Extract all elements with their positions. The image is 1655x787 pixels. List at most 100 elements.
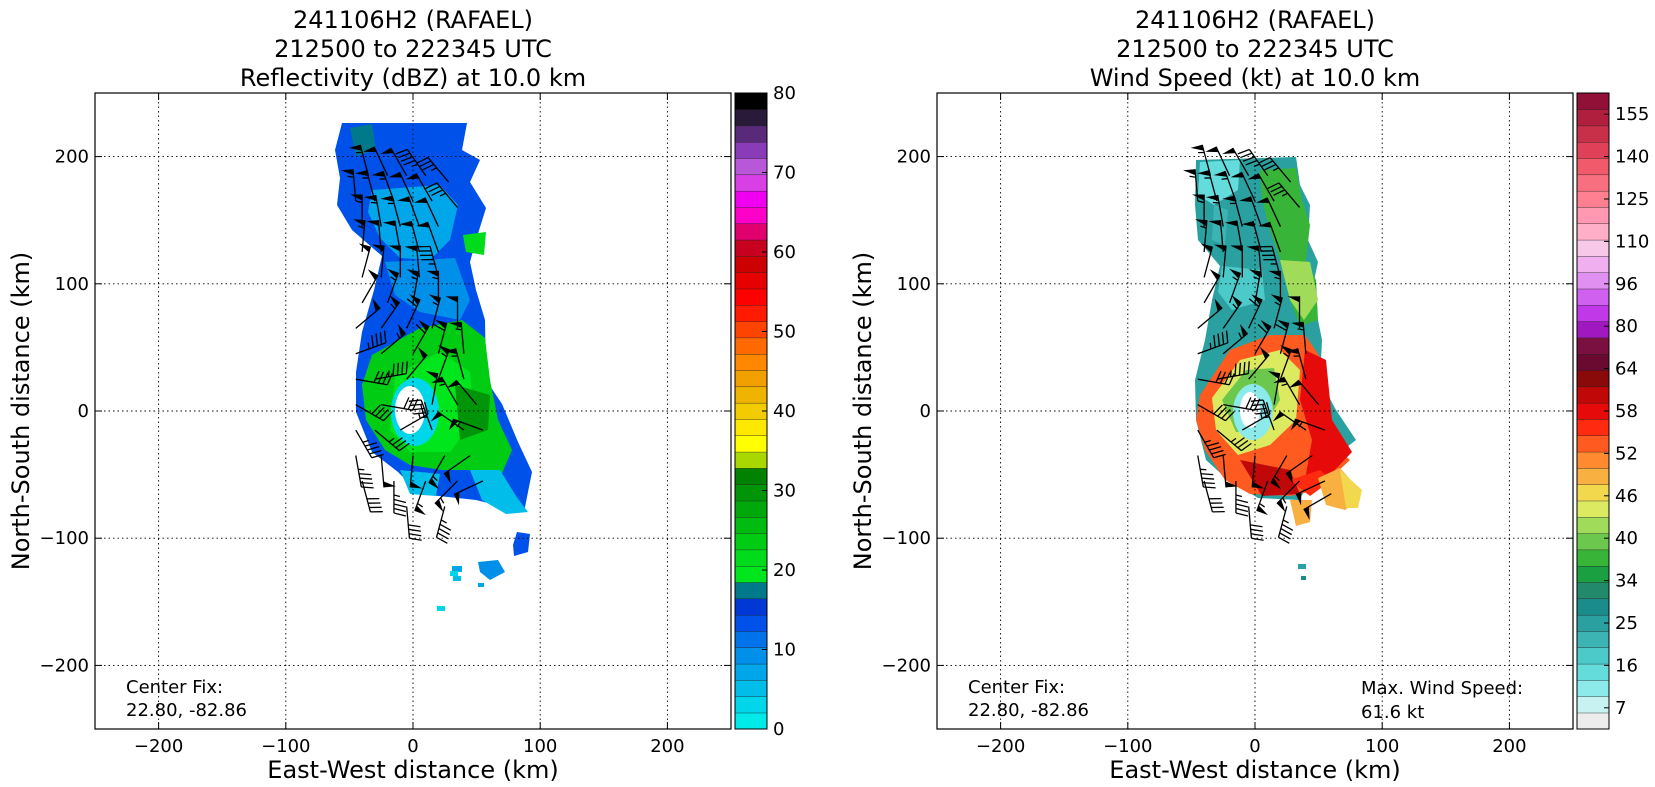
colorbar-swatch (1576, 598, 1610, 616)
wind-barb (1214, 244, 1227, 278)
x-tick-label: 0 (1249, 736, 1260, 757)
wind-barb (1203, 269, 1221, 304)
wind-barb (393, 480, 407, 517)
wind-barb (1222, 147, 1250, 177)
wind-barb (417, 245, 440, 278)
wind-barb (1205, 146, 1231, 176)
y-tick-label: 0 (78, 401, 89, 422)
wind-barb (386, 268, 400, 304)
colorbar-swatch (734, 386, 768, 404)
colorbar-label: 140 (1615, 147, 1649, 168)
colorbar-swatch (1576, 223, 1610, 241)
colorbar-swatch (734, 663, 768, 681)
wind-barb (405, 506, 422, 541)
wind-barb (1228, 268, 1242, 304)
wind-barb (416, 156, 450, 183)
wind-barb (374, 361, 408, 380)
wind-barb (449, 321, 465, 354)
wind-barb (443, 454, 471, 484)
wind-barb (1273, 376, 1301, 405)
wind-barb (380, 323, 407, 355)
colorbar-swatch (734, 353, 768, 371)
panel-reflectivity: 241106H2 (RAFAEL) 212500 to 222345 UTC R… (7, 6, 796, 784)
x-axis-label: East-West distance (km) (1109, 756, 1400, 784)
wind-barb (1203, 480, 1225, 513)
wind-barb (1295, 480, 1326, 506)
colorbar-swatch (1576, 174, 1610, 192)
wind-barb (1216, 361, 1250, 380)
colorbar-label: 80 (1615, 316, 1638, 337)
colorbar-label: 0 (773, 719, 784, 740)
wind-barb (1197, 330, 1229, 355)
colorbar-swatch (1576, 370, 1610, 388)
wind-barb (406, 346, 428, 380)
wind-barb (355, 330, 387, 355)
wind-barb (428, 455, 446, 490)
colorbar-swatch (1576, 418, 1610, 436)
x-tick-label: 0 (407, 736, 418, 757)
wind-barb (363, 194, 382, 227)
title-line-3: Wind Speed (kt) at 10.0 km (1090, 64, 1421, 92)
colorbar-swatch (734, 598, 768, 616)
y-tick-label: −200 (882, 655, 931, 676)
center-fix-value: 22.80, -82.86 (126, 700, 247, 721)
colorbar-swatch (1576, 647, 1610, 665)
colorbar-swatch (734, 533, 768, 551)
colorbar: 7 16 25 34 40 46 52 58 64 80 96 110 125 140 155 (1576, 92, 1649, 730)
colorbar-label: 10 (773, 640, 796, 661)
wind-barb (409, 455, 423, 489)
colorbar-swatch (1576, 549, 1610, 567)
wind-barb (1270, 455, 1288, 490)
colorbar-label: 16 (1615, 655, 1638, 676)
wind-barb (395, 148, 427, 177)
colorbar-swatch (1576, 533, 1610, 551)
x-tick-label: 200 (1492, 736, 1526, 757)
wind-barb (428, 294, 441, 329)
y-tick-label: 100 (897, 274, 931, 295)
colorbar-swatch (734, 125, 768, 143)
y-tick-label: −200 (40, 655, 89, 676)
colorbar-swatch (734, 679, 768, 697)
colorbar-swatch (1576, 663, 1610, 681)
windspeed-field (1195, 157, 1362, 580)
axis-ticks: −200 −200 −100 −100 0 0 100 100 200 200 (882, 93, 1573, 757)
wind-barb (425, 182, 459, 208)
wind-barb (430, 411, 465, 431)
wind-barb (363, 146, 389, 176)
wind-barb (1230, 171, 1256, 202)
wind-barb (434, 480, 458, 513)
wind-barb (361, 480, 383, 513)
wind-barb (446, 379, 478, 406)
wind-barb (355, 455, 374, 489)
x-tick-label: −200 (134, 736, 183, 757)
colorbar-label: 155 (1615, 104, 1649, 125)
wind-barb (425, 371, 439, 405)
wind-barb (1285, 454, 1313, 484)
colorbar-swatch (1576, 435, 1610, 453)
max-wind-value: 61.6 kt (1361, 702, 1424, 723)
wind-barb (444, 348, 465, 380)
y-tick-label: 200 (897, 147, 931, 168)
y-tick-label: 100 (55, 274, 89, 295)
colorbar-label: 20 (773, 560, 796, 581)
colorbar-swatch (734, 565, 768, 583)
colorbar-swatch (1576, 679, 1610, 697)
colorbar-swatch (734, 630, 768, 648)
colorbar-label: 40 (1615, 528, 1638, 549)
wind-barb (358, 243, 372, 278)
wind-barb (1291, 321, 1307, 354)
panel-windspeed: 241106H2 (RAFAEL) 212500 to 222345 UTC W… (849, 6, 1649, 784)
colorbar-swatch (734, 582, 768, 600)
wind-barb (388, 245, 401, 278)
colorbar-swatch (734, 190, 768, 208)
colorbar-swatch (734, 418, 768, 436)
wind-barb (1197, 404, 1235, 422)
colorbar-swatch (734, 549, 768, 567)
colorbar-swatch (734, 516, 768, 534)
x-tick-label: −200 (976, 736, 1025, 757)
wind-barb (380, 295, 401, 329)
colorbar-swatch (734, 239, 768, 257)
colorbar-swatch (1576, 386, 1610, 404)
y-tick-label: 0 (920, 401, 931, 422)
colorbar-label: 80 (773, 83, 796, 104)
